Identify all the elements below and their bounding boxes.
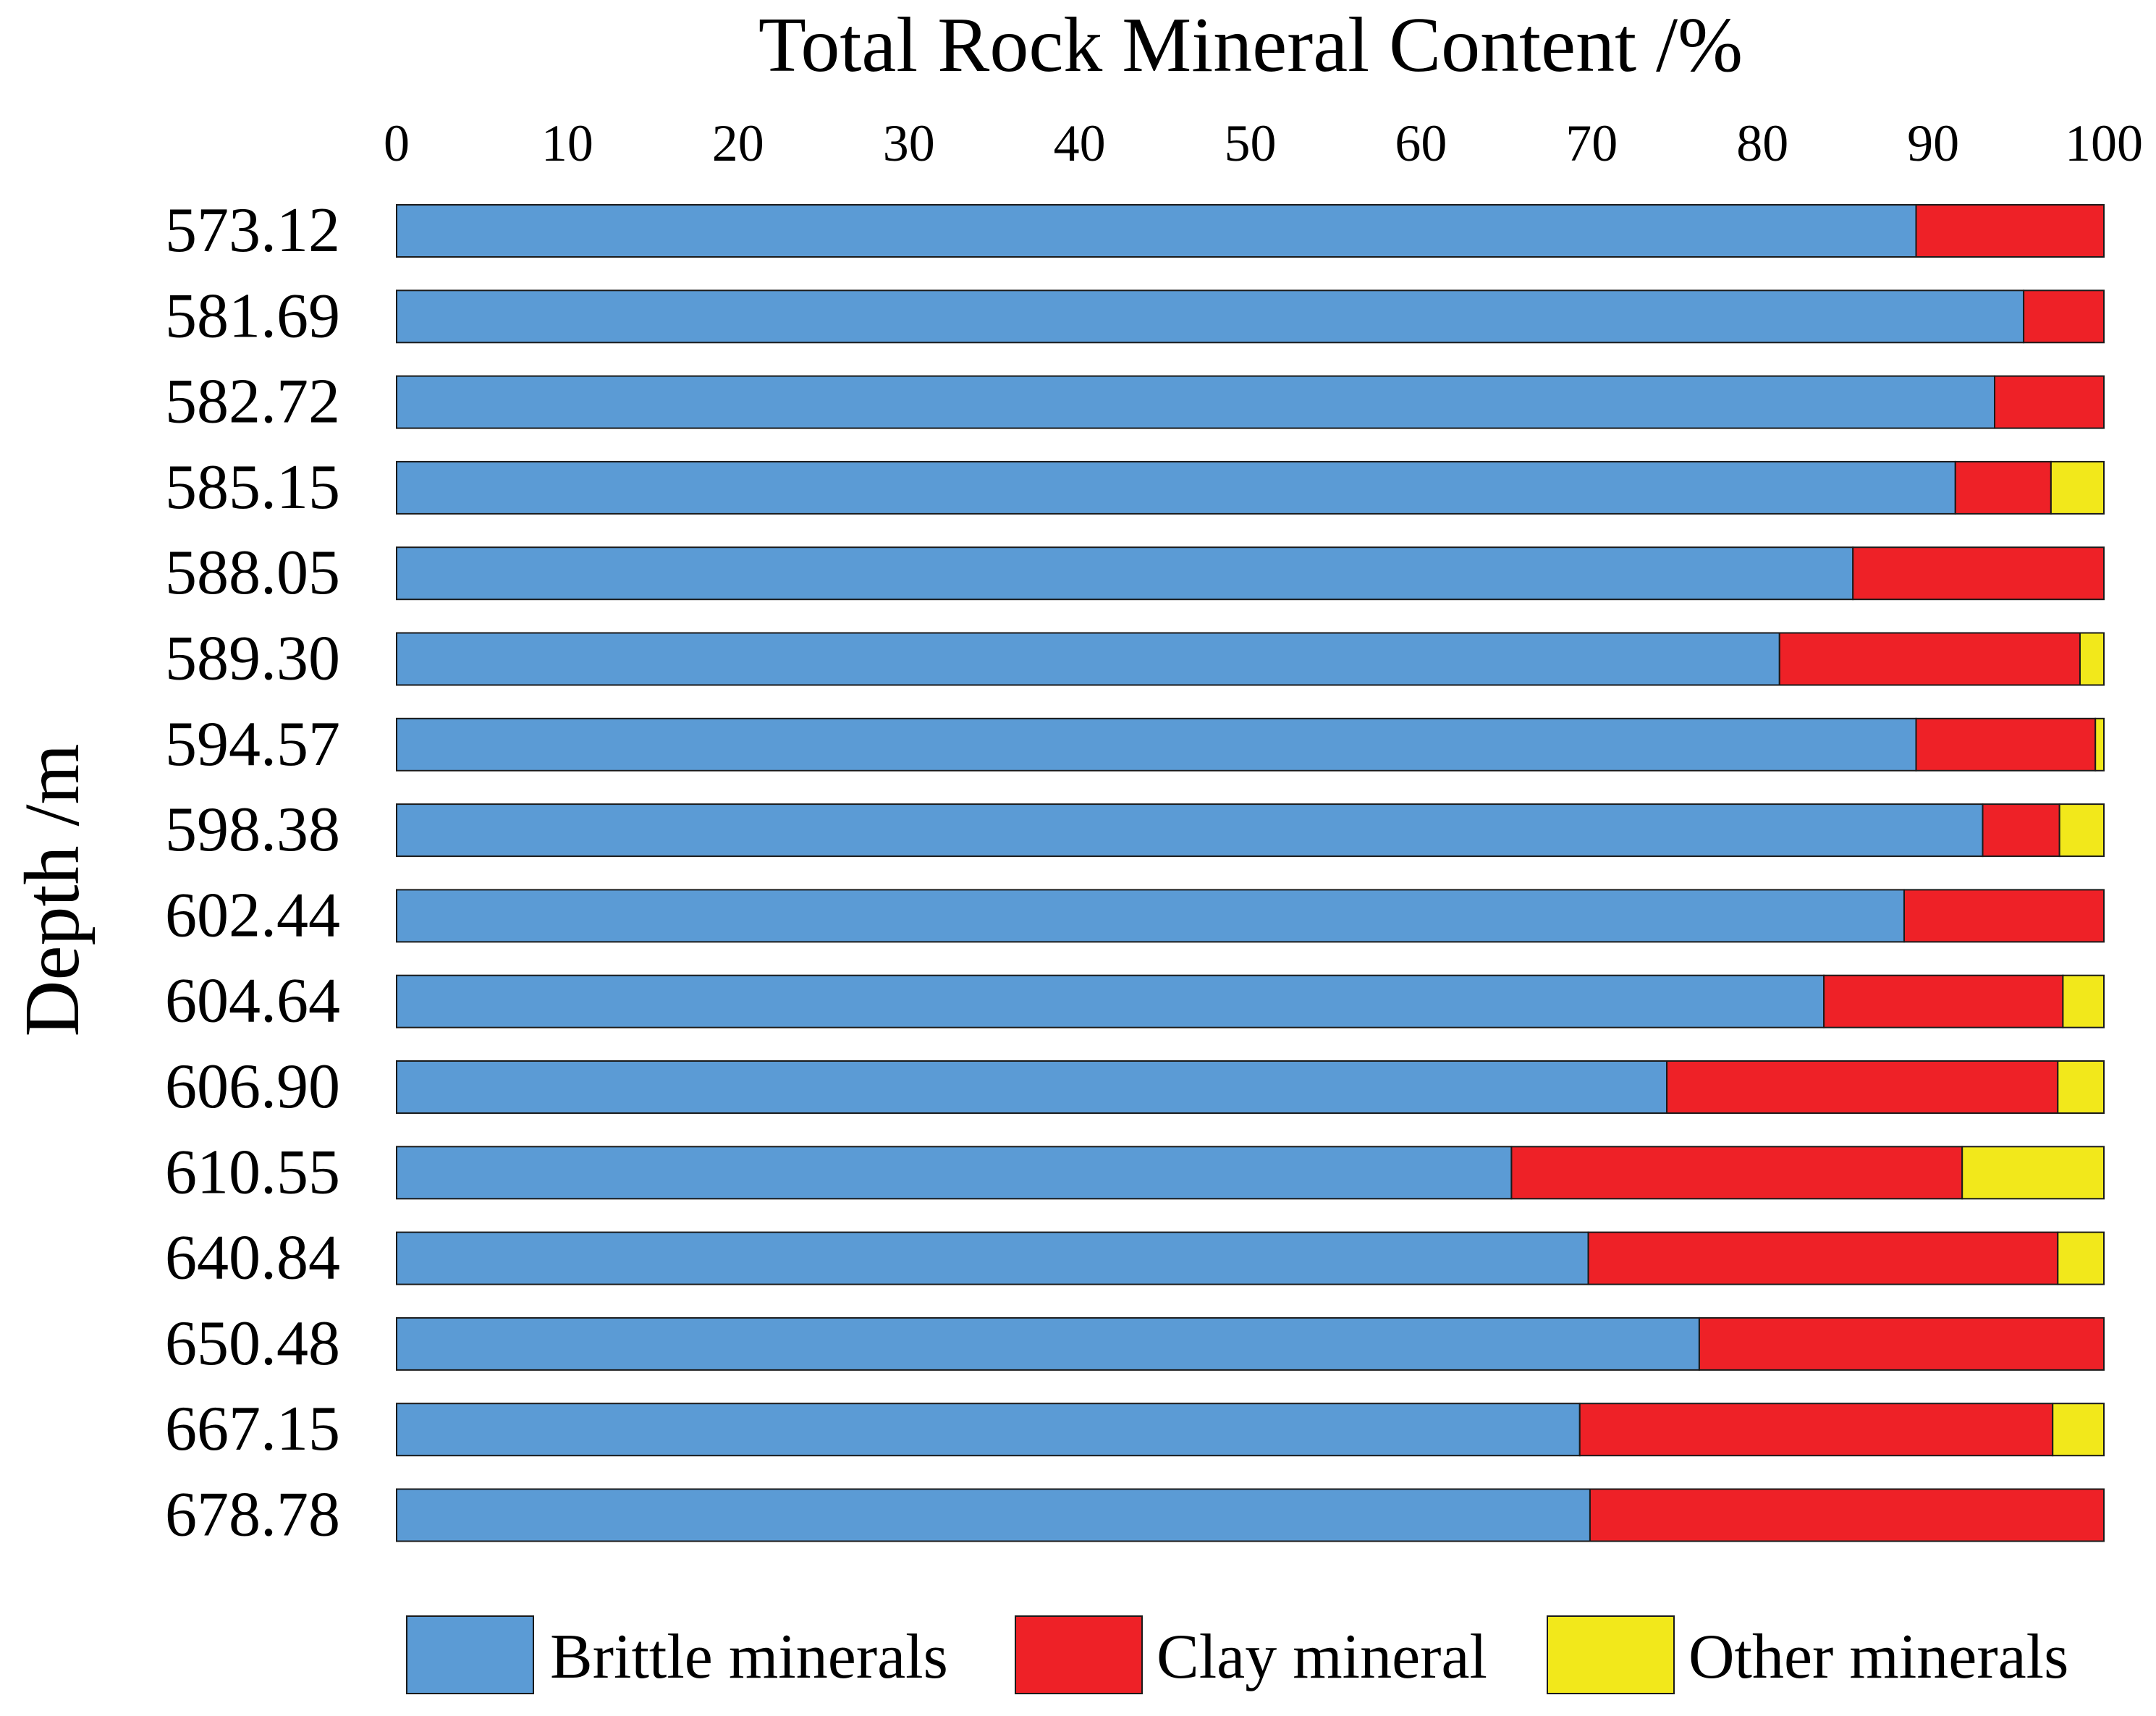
- y-tick-label: 598.38: [165, 795, 340, 865]
- bar-segment: [1954, 460, 2052, 515]
- y-axis-title: Depth /m: [9, 744, 96, 1037]
- bar-segment: [396, 289, 2025, 344]
- bar-segment: [396, 1231, 1589, 1285]
- bar-segment: [1666, 1060, 2059, 1114]
- chart-title: Total Rock Mineral Content /%: [758, 2, 1743, 88]
- bar-segment: [2023, 289, 2105, 344]
- bar-segment: [2052, 1403, 2105, 1457]
- bar-segment: [396, 1146, 1513, 1200]
- y-tick-label: 585.15: [165, 452, 340, 523]
- bar-segment: [396, 1403, 1581, 1457]
- bar-segment: [396, 632, 1780, 686]
- x-tick-label: 50: [1225, 114, 1277, 172]
- bar-segment: [396, 375, 1996, 429]
- bar-segment: [2057, 1060, 2105, 1114]
- bar-segment: [1778, 632, 2081, 686]
- bar-segment: [396, 460, 1956, 515]
- y-tick-label: 606.90: [165, 1052, 340, 1122]
- bar-segment: [1915, 717, 2097, 772]
- bar-segment: [1587, 1231, 2059, 1285]
- y-tick-label: 594.57: [165, 709, 340, 779]
- y-tick-label: 589.30: [165, 624, 340, 694]
- bar-segment: [1823, 974, 2064, 1028]
- x-tick-label: 30: [883, 114, 935, 172]
- bar-segment: [2062, 974, 2105, 1028]
- legend-label: Clay mineral: [1157, 1622, 1487, 1692]
- x-tick-label: 70: [1565, 114, 1618, 172]
- bar-segment: [396, 889, 1905, 943]
- x-tick-label: 20: [712, 114, 764, 172]
- x-tick-label: 90: [1907, 114, 1959, 172]
- bar-segment: [396, 803, 1984, 858]
- y-tick-label: 582.72: [165, 367, 340, 437]
- bar-segment: [396, 717, 1917, 772]
- x-tick-label: 100: [2065, 114, 2143, 172]
- legend-swatch: [1547, 1615, 1675, 1694]
- bar-segment: [396, 1488, 1591, 1542]
- legend-label: Brittle minerals: [550, 1622, 948, 1692]
- bars: [396, 204, 2105, 1542]
- x-tick-label: 10: [541, 114, 593, 172]
- x-axis-ticks: 0 10 20 30 40 50 60 70 80 90 100: [384, 114, 2143, 172]
- bar-segment: [1589, 1488, 2105, 1542]
- bar-segment: [2050, 460, 2105, 515]
- x-tick-label: 40: [1054, 114, 1106, 172]
- bar-segment: [2094, 717, 2105, 772]
- x-tick-label: 0: [384, 114, 410, 172]
- bar-segment: [396, 546, 1854, 601]
- bar-segment: [2058, 803, 2105, 858]
- x-tick-label: 60: [1395, 114, 1447, 172]
- bar-segment: [1915, 204, 2105, 258]
- legend-label: Other minerals: [1688, 1622, 2068, 1692]
- bar-segment: [396, 204, 1917, 258]
- y-tick-label: 610.55: [165, 1137, 340, 1207]
- bar-segment: [1903, 889, 2105, 943]
- x-tick-label: 80: [1736, 114, 1788, 172]
- bar-segment: [396, 1316, 1700, 1371]
- y-tick-label: 640.84: [165, 1223, 340, 1293]
- y-axis-labels: 573.12 581.69 582.72 585.15 588.05 589.30 594.…: [165, 195, 340, 1550]
- bar-segment: [1698, 1316, 2105, 1371]
- legend-swatch: [406, 1615, 534, 1694]
- y-tick-label: 602.44: [165, 880, 340, 950]
- bar-segment: [396, 1060, 1668, 1114]
- bar-segment: [1982, 803, 2060, 858]
- y-tick-label: 604.64: [165, 966, 340, 1036]
- bar-segment: [2057, 1231, 2105, 1285]
- bar-segment: [1961, 1146, 2105, 1200]
- legend-swatch: [1015, 1615, 1143, 1694]
- y-tick-label: 650.48: [165, 1309, 340, 1379]
- bar-segment: [1578, 1403, 2054, 1457]
- bar-segment: [2079, 632, 2105, 686]
- y-tick-label: 678.78: [165, 1480, 340, 1550]
- bar-segment: [396, 974, 1825, 1028]
- y-tick-label: 581.69: [165, 281, 340, 351]
- legend: Brittle minerals Clay mineral Other minera…: [406, 1615, 2068, 1694]
- bar-segment: [1510, 1146, 1963, 1200]
- y-tick-label: 573.12: [165, 195, 340, 266]
- bar-segment: [1994, 375, 2105, 429]
- y-tick-label: 588.05: [165, 538, 340, 608]
- bar-segment: [1852, 546, 2105, 601]
- y-tick-label: 667.15: [165, 1394, 340, 1464]
